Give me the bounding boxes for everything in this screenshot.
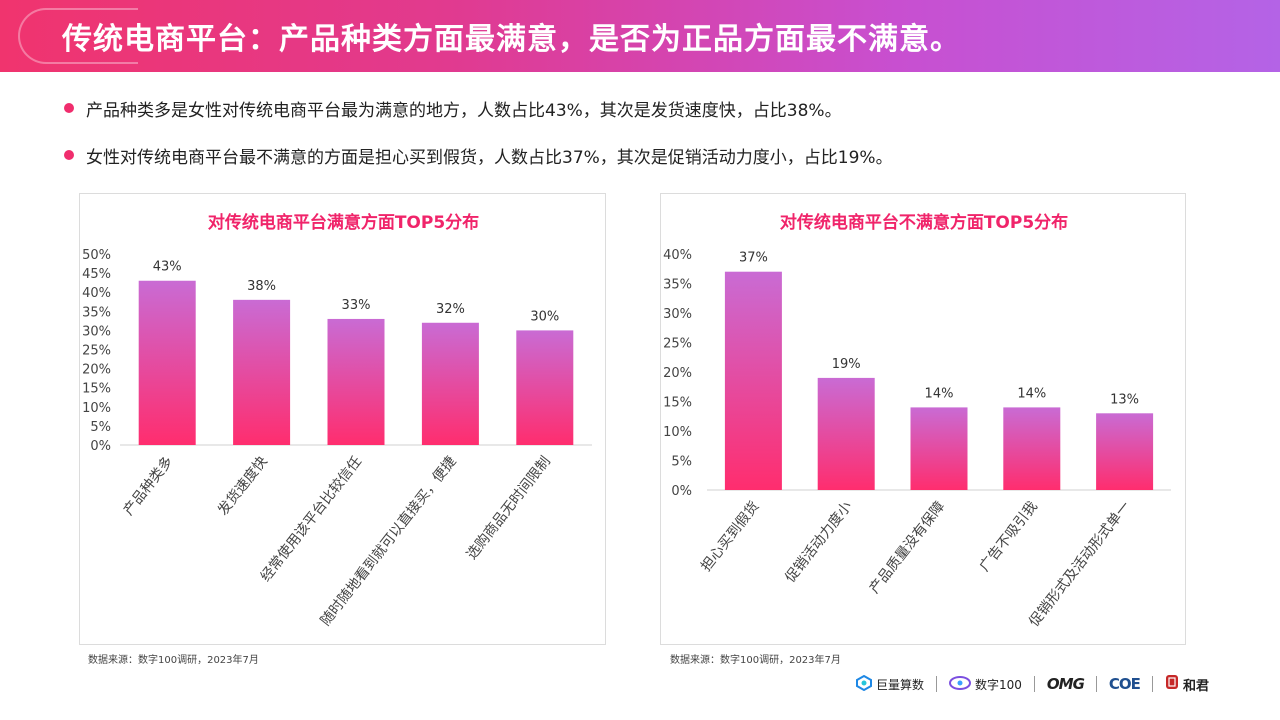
bullet-dot-icon [64,150,74,160]
category-label: 产品质量没有保障 [867,499,949,597]
data-label: 14% [925,386,954,401]
logo-divider [936,676,938,692]
category-label: 经常使用该平台比较信任 [257,453,365,585]
hejun-logo: 和君 [1165,674,1209,694]
bar [1003,407,1061,490]
y-tick-label: 15% [663,396,692,411]
category-label: 选购商品无时间限制 [464,454,554,563]
chart-unsatisfied-svg: 对传统电商平台不满意方面TOP5分布 0% 5% 10% 15% 20% 25% 30% 35%… [663,212,1171,630]
bar [421,322,479,445]
y-tick-label: 30% [82,324,111,339]
y-tick-label: 20% [663,366,692,381]
y-tick-label: 25% [663,337,692,352]
y-tick-label: 0% [90,439,111,454]
bullet-item: 女性对传统电商平台最不满意的方面是担心买到假货，人数占比37%，其次是促销活动力… [64,143,1224,168]
bullet-text: 女性对传统电商平台最不满意的方面是担心买到假货，人数占比37%，其次是促销活动力… [86,147,893,168]
y-tick-label: 10% [82,401,111,416]
juliang-logo-label: 巨量算数 [876,677,925,692]
data-label: 19% [832,357,861,372]
y-tick-label: 35% [663,278,692,293]
shuzi-logo: 数字100 [949,675,1022,694]
chart-satisfied-svg: 对传统电商平台满意方面TOP5分布 0% 5% 10% 15% 20% 25% 30% 35% 4… [82,212,592,629]
juliang-logo-icon [856,674,872,694]
chart-panel-unsatisfied: 对传统电商平台不满意方面TOP5分布 0% 5% 10% 15% 20% 25% 30% 35%… [660,193,1186,645]
bar [817,377,875,490]
summary-bullets: 产品种类多是女性对传统电商平台最为满意的地方，人数占比43%，其次是发货速度快，… [64,96,1224,190]
bar [138,280,196,445]
bullet-text: 产品种类多是女性对传统电商平台最为满意的地方，人数占比43%，其次是发货速度快，… [86,100,842,121]
y-tick-label: 45% [82,267,111,282]
data-label: 37% [739,251,768,266]
category-label: 促销活动力度小 [782,499,855,586]
bar [724,271,782,490]
hejun-logo-label: 和君 [1182,678,1209,694]
category-label: 担心买到假货 [697,498,762,575]
data-label: 32% [436,302,465,317]
data-label: 43% [153,260,182,275]
y-tick-label: 20% [82,363,111,378]
category-label: 发货速度快 [214,453,270,519]
hejun-seal-icon [1165,674,1179,694]
source-note-left: 数据来源：数字100调研，2023年7月 [88,655,259,666]
data-label: 38% [247,279,276,294]
omg-logo: OMG [1046,675,1085,693]
coe-logo: COE [1108,675,1141,693]
y-tick-label: 5% [671,455,692,470]
data-label: 33% [342,298,371,313]
bullet-item: 产品种类多是女性对传统电商平台最为满意的地方，人数占比43%，其次是发货速度快，… [64,96,1224,121]
data-label: 13% [1110,392,1139,407]
chart-title: 对传统电商平台满意方面TOP5分布 [208,212,479,233]
bullet-dot-icon [64,103,74,113]
y-tick-label: 15% [82,382,111,397]
header-banner: 传统电商平台：产品种类方面最满意，是否为正品方面最不满意。 [0,0,1280,72]
bar [516,330,574,445]
shuzi-logo-icon [949,675,972,694]
category-label: 促销形式及活动形式单一 [1026,499,1133,630]
logo-divider [1033,676,1035,692]
y-tick-label: 25% [82,344,111,359]
header-swoosh-decoration [18,8,138,64]
category-label: 产品种类多 [120,453,176,519]
y-tick-label: 35% [82,305,111,320]
y-tick-label: 5% [90,420,111,435]
logo-divider [1151,676,1153,692]
data-label: 14% [1017,386,1046,401]
bar [1096,413,1154,490]
y-tick-label: 10% [663,425,692,440]
data-label: 30% [530,309,559,324]
page-title: 传统电商平台：产品种类方面最满意，是否为正品方面最不满意。 [62,22,961,57]
juliang-logo: 巨量算数 [856,674,925,694]
y-tick-label: 40% [663,248,692,263]
bar [910,407,968,490]
bar [327,318,385,445]
category-label: 广告不吸引我 [977,499,1041,575]
bar [233,299,291,445]
y-tick-label: 0% [671,484,692,499]
shuzi-logo-label: 数字100 [975,677,1022,692]
partner-logos: 巨量算数 数字100 OMG COE 和君 [856,672,1209,696]
source-note-right: 数据来源：数字100调研，2023年7月 [670,655,841,666]
y-tick-label: 40% [82,286,111,301]
y-tick-label: 50% [82,248,111,263]
y-tick-label: 30% [663,307,692,322]
chart-panel-satisfied: 对传统电商平台满意方面TOP5分布 0% 5% 10% 15% 20% 25% 30% 35% 4… [79,193,606,645]
chart-title: 对传统电商平台不满意方面TOP5分布 [780,212,1068,233]
logo-divider [1095,676,1097,692]
